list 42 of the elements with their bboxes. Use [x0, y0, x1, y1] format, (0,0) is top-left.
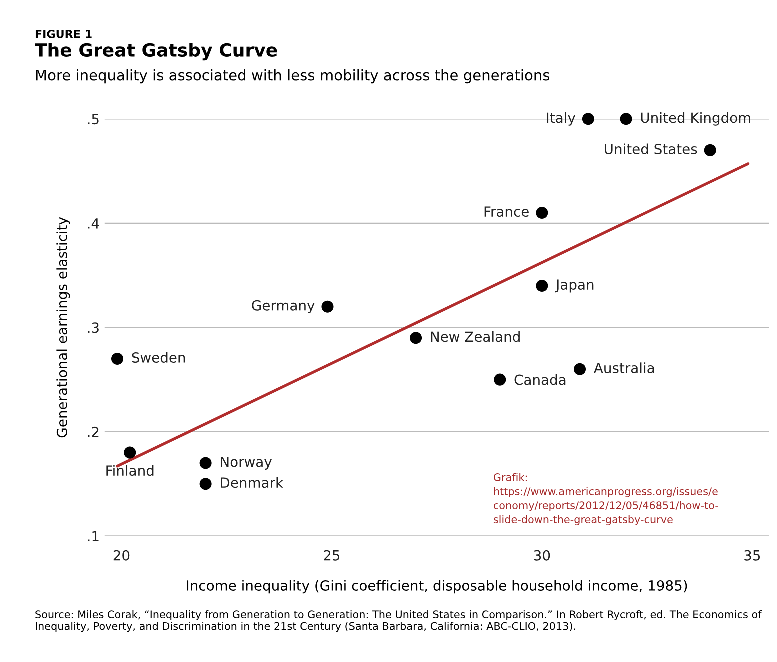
point — [124, 446, 136, 459]
point — [574, 363, 586, 376]
point — [410, 332, 422, 344]
annotation: Denmark — [221, 477, 284, 488]
annotation: Sweden — [132, 352, 186, 363]
chart-title: The Great Gatsby Curve — [35, 43, 278, 61]
annotation: Finland — [106, 465, 154, 476]
point — [494, 374, 506, 386]
point — [582, 113, 594, 126]
point — [536, 206, 548, 220]
annotation: Grafik: https://www.americanprogress.org/issues/e conomy/reports/2012/12/05/46851/how-to- slide-down-the-great-gatsby-curve — [494, 473, 718, 526]
annotation: Norway — [221, 456, 272, 470]
point — [200, 457, 212, 470]
annotation: France — [484, 206, 529, 218]
x-axis-title: Income inequality (Gini coefficient, disposable household income, 1985) — [187, 580, 688, 594]
annotation: United States — [605, 144, 698, 154]
annotation: Canada — [514, 374, 566, 386]
point — [536, 280, 548, 292]
annotation: New Zealand — [431, 331, 520, 342]
y-tick-label: .1 — [88, 531, 99, 542]
x-tick-label: 20 — [114, 550, 130, 561]
y-tick-label: .5 — [88, 114, 99, 125]
x-tick-label: 30 — [534, 550, 550, 561]
point — [620, 113, 632, 126]
point — [111, 352, 124, 365]
point — [322, 300, 334, 313]
y-tick-label: .4 — [88, 218, 100, 229]
y-tick-label: .2 — [88, 426, 99, 438]
annotation: Japan — [555, 280, 594, 293]
annotation: Italy — [547, 112, 576, 126]
source-note: Source: Miles Corak, “Inequality from Generation to Generation: The United States in Comparison.” In Robert Rycroft, ed. The Economics of Inequality, Poverty, and Discrimination in the 21st Century (Santa Barbara, California: ABC-CLIO, 2013). — [36, 610, 762, 632]
chart-subtitle: More inequality is associated with less mobility across the generations — [36, 70, 550, 84]
caption: FIGURE 1 — [36, 30, 92, 38]
y-tick-label: .3 — [88, 322, 99, 334]
point — [704, 144, 716, 156]
x-tick-label: 25 — [324, 550, 340, 561]
annotation: Germany — [252, 300, 315, 314]
annotation: Australia — [594, 362, 654, 374]
x-tick-label: 35 — [744, 550, 760, 561]
annotation: United Kingdom — [641, 112, 750, 126]
point — [200, 478, 212, 490]
y-axis-title: Generational earnings elasticity — [56, 217, 70, 438]
